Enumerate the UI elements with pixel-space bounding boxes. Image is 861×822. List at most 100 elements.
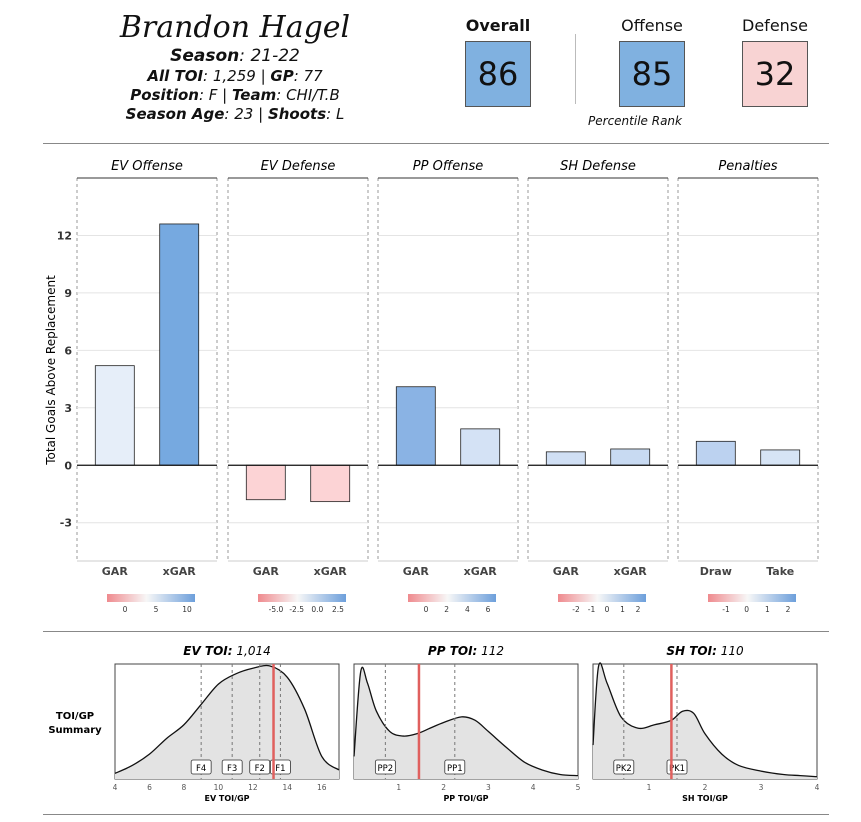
separator-middle xyxy=(43,631,829,632)
legend-tick-label: 2.5 xyxy=(332,605,344,614)
toi-density-chart: TOI/GP Summary EV TOI: 1,014 F4 F3 F2 F1 4 6 8 1… xyxy=(48,644,820,803)
legend-tick-label: 2 xyxy=(636,605,641,614)
legend-bar xyxy=(107,594,195,602)
separator-bottom xyxy=(43,814,829,815)
density-line xyxy=(353,666,579,777)
panel-title: PP Offense xyxy=(413,159,483,174)
y-tick-label: 3 xyxy=(64,402,72,415)
bar-xgar xyxy=(610,448,651,466)
bar-gar xyxy=(545,451,586,466)
quantile-label-box xyxy=(374,759,396,775)
quantile-label: PP1 xyxy=(447,764,463,774)
x-tick-label: 2 xyxy=(441,783,446,792)
bar-gar xyxy=(245,464,286,501)
x-tick-label: 12 xyxy=(248,783,258,792)
quantile-label: F4 xyxy=(196,764,206,774)
x-tick-label: 2 xyxy=(703,783,708,792)
separator-top xyxy=(43,143,829,144)
x-tick-label: 4 xyxy=(531,783,536,792)
quantile-label-box xyxy=(249,759,271,775)
legend-tick-label: 1 xyxy=(765,605,770,614)
quantile-label-box xyxy=(190,759,212,775)
y-axis-label: Total Goals Above Replacement xyxy=(44,275,58,466)
bar-draw xyxy=(695,440,736,466)
toi-title-label: PP TOI: xyxy=(428,644,477,658)
offense-label: Offense xyxy=(621,16,683,35)
ratings-divider xyxy=(575,34,576,104)
position-team-line: Position: F | Team: CHI/T.B xyxy=(130,86,340,104)
legend-bar xyxy=(408,594,496,602)
toi-gp-line: All TOI: 1,259 | GP: 77 xyxy=(147,67,323,85)
defense-label: Defense xyxy=(742,16,808,35)
bar-xgar xyxy=(159,223,200,466)
x-tick-label: xGAR xyxy=(614,565,648,578)
toi-title-label: SH TOI: xyxy=(666,644,717,658)
quantile-label-box xyxy=(221,759,243,775)
overall-rating-box: 86 xyxy=(465,41,531,107)
quantile-label: PP2 xyxy=(378,764,394,774)
panel-title: EV Defense xyxy=(261,159,336,174)
density-line xyxy=(114,664,340,774)
toi-title-value: 112 xyxy=(477,644,504,658)
quantile-label: F2 xyxy=(255,764,265,774)
x-tick-label: xGAR xyxy=(314,565,348,578)
x-axis-label: EV TOI/GP xyxy=(204,794,249,803)
player-name: Brandon Hagel xyxy=(119,10,351,45)
density-line xyxy=(592,662,818,778)
toi-panel-title: SH TOI: 110 xyxy=(666,644,744,658)
density-area xyxy=(115,665,339,779)
quantile-label-box xyxy=(270,759,291,775)
x-tick-label: GAR xyxy=(253,565,280,578)
toi-title-value: 1,014 xyxy=(233,644,271,658)
x-tick-label: 5 xyxy=(576,783,581,792)
density-area xyxy=(354,667,578,779)
x-tick-label: Take xyxy=(766,565,794,578)
quantile-label: F3 xyxy=(227,764,237,774)
x-tick-label: 14 xyxy=(283,783,293,792)
legend-tick-label: -1 xyxy=(588,605,596,614)
legend-tick-label: 0 xyxy=(744,605,749,614)
legend-tick-label: 4 xyxy=(465,605,470,614)
y-tick-label: 12 xyxy=(57,229,72,242)
x-tick-label: 3 xyxy=(486,783,491,792)
legend-tick-label: 2 xyxy=(786,605,791,614)
x-tick-label: GAR xyxy=(553,565,580,578)
legend-bar xyxy=(708,594,796,602)
x-axis-label: PP TOI/GP xyxy=(443,794,488,803)
x-tick-label: 4 xyxy=(815,783,820,792)
y-tick-label: 0 xyxy=(64,459,72,472)
x-tick-label: GAR xyxy=(403,565,430,578)
season-line: Season: 21-22 xyxy=(170,46,300,66)
panel-title: Penalties xyxy=(718,159,777,174)
x-tick-label: 1 xyxy=(647,783,652,792)
legend-tick-label: 2 xyxy=(444,605,449,614)
bar-xgar xyxy=(310,464,351,503)
legend-tick-label: 5 xyxy=(154,605,159,614)
overall-label: Overall xyxy=(465,16,531,35)
legend-tick-label: -2.5 xyxy=(289,605,304,614)
x-tick-label: 1 xyxy=(396,783,401,792)
legend-tick-label: 0 xyxy=(605,605,610,614)
legend-tick-label: 10 xyxy=(182,605,192,614)
x-tick-label: 6 xyxy=(147,783,152,792)
legend-tick-label: -5.0 xyxy=(269,605,284,614)
x-tick-label: 4 xyxy=(113,783,118,792)
panel-title: SH Defense xyxy=(560,159,636,174)
x-axis-label: SH TOI/GP xyxy=(682,794,728,803)
bar-gar xyxy=(94,365,135,466)
quantile-label: PK1 xyxy=(669,764,685,774)
percentile-caption: Percentile Rank xyxy=(588,114,682,128)
quantile-label-box xyxy=(444,759,466,775)
toi-panel-title: PP TOI: 112 xyxy=(428,644,504,658)
legend-bar xyxy=(258,594,346,602)
y-tick-label: -3 xyxy=(60,517,72,530)
x-tick-label: 8 xyxy=(182,783,187,792)
toi-side-label-2: Summary xyxy=(48,725,102,736)
legend-tick-label: -2 xyxy=(572,605,580,614)
age-shoots-line: Season Age: 23 | Shoots: L xyxy=(125,105,345,123)
x-tick-label: xGAR xyxy=(464,565,498,578)
legend-tick-label: 0 xyxy=(123,605,128,614)
legend-bar xyxy=(558,594,646,602)
quantile-label-box xyxy=(613,759,635,775)
toi-panel-title: EV TOI: 1,014 xyxy=(183,644,270,658)
